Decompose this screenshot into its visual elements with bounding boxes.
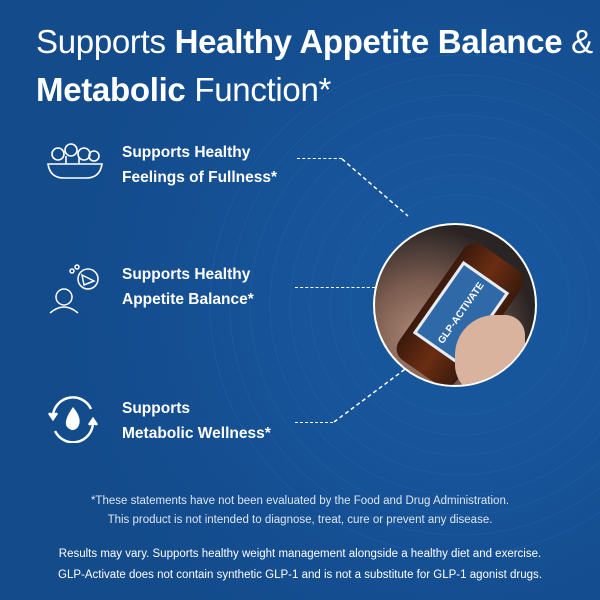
headline-text: & — [562, 23, 593, 60]
feature-appetite: Supports Healthy Appetite Balance* — [122, 262, 254, 312]
note-line: Results may vary. Supports healthy weigh… — [58, 548, 542, 560]
note-line: GLP-Activate does not contain synthetic … — [58, 569, 542, 581]
connector-line — [295, 287, 375, 288]
headline-text: Function* — [185, 71, 332, 108]
feature-line: Appetite Balance* — [122, 291, 254, 308]
connector-line — [295, 422, 333, 423]
headline-text: Supports — [36, 23, 175, 60]
feature-line: Supports — [122, 400, 191, 417]
feature-metabolic: Supports Metabolic Wellness* — [122, 396, 271, 446]
hand — [455, 315, 525, 385]
fda-disclaimer: *These statements have not been evaluate… — [0, 492, 600, 530]
feature-line: Supports Healthy — [122, 144, 251, 161]
flame-cycle-icon — [47, 396, 99, 443]
feature-fullness: Supports Healthy Feelings of Fullness* — [122, 140, 277, 190]
connector-diagonal — [341, 158, 409, 217]
headline-bold: Metabolic — [36, 71, 186, 108]
connector-diagonal — [333, 366, 409, 423]
salad-bowl-icon — [47, 143, 103, 179]
feature-line: Metabolic Wellness* — [122, 425, 271, 442]
disclaimer-line: *These statements have not been evaluate… — [90, 495, 510, 507]
thinking-of-food-icon — [49, 264, 99, 314]
headline-bold: Healthy Appetite Balance — [174, 23, 563, 60]
headline: Supports Healthy Appetite Balance & Meta… — [36, 18, 596, 114]
feature-line: Feelings of Fullness* — [122, 169, 278, 186]
results-note: Results may vary. Supports healthy weigh… — [0, 544, 600, 586]
product-photo: GLP-ACTIVATE — [373, 223, 537, 387]
feature-line: Supports Healthy — [122, 266, 251, 283]
connector-line — [297, 158, 342, 159]
disclaimer-line: This product is not intended to diagnose… — [107, 514, 493, 526]
